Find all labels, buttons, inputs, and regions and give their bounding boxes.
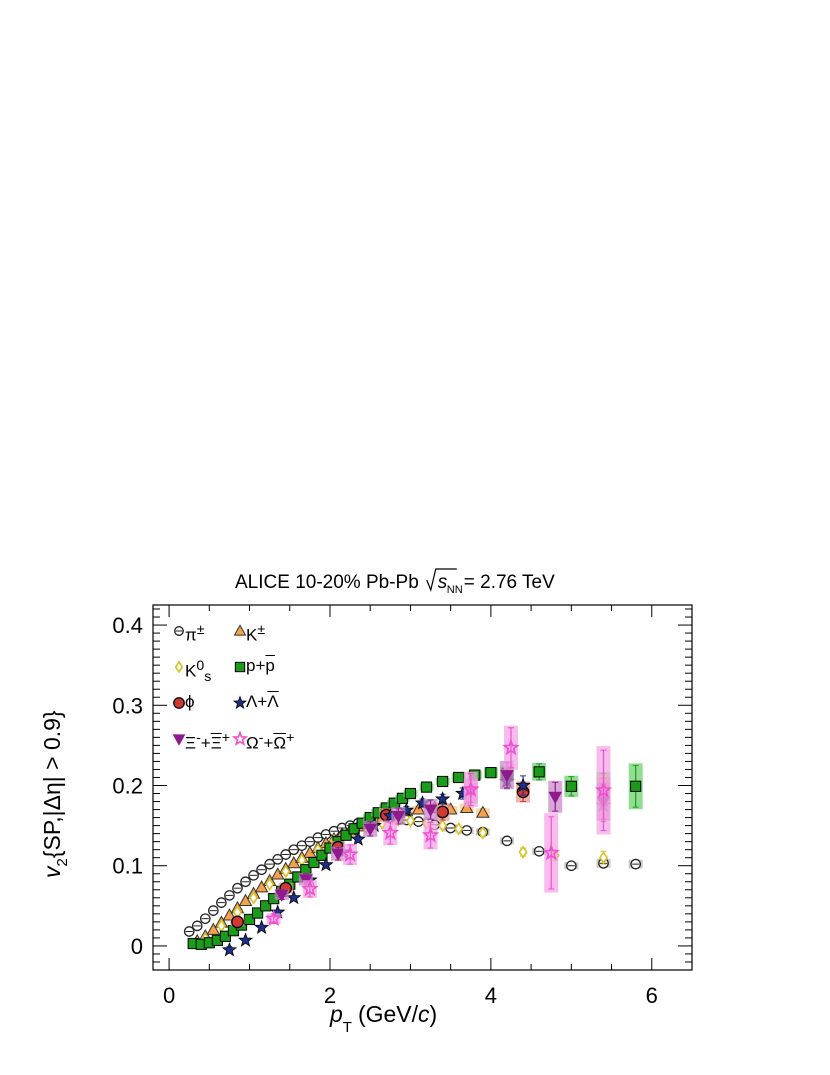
y-tick-label: 0.3 (112, 693, 143, 718)
legend-label: ϕ (185, 692, 195, 711)
sqrt-sign (426, 568, 457, 592)
data-point (548, 791, 563, 805)
data-point (265, 877, 275, 892)
legend-label: p+p (246, 656, 275, 675)
legend-label: Λ+Λ (246, 692, 279, 711)
data-point (301, 879, 319, 897)
sqrt-sub: NN (447, 584, 463, 596)
data-point (518, 845, 528, 859)
data-point (565, 780, 577, 792)
data-point (502, 738, 520, 756)
data-point (405, 813, 415, 828)
y-tick-label: 0 (131, 934, 143, 959)
legend-marker (232, 695, 248, 710)
data-point (274, 889, 289, 902)
data-point (391, 810, 406, 824)
data-point (453, 771, 465, 784)
legend-label: Ω-+Ω+ (246, 730, 294, 753)
legend-label: π± (185, 622, 205, 645)
data-point (437, 775, 449, 788)
data-point (331, 848, 345, 862)
data-point (420, 781, 433, 793)
x-tick-label: 4 (485, 983, 497, 1008)
data-point (222, 908, 237, 921)
chart-title: ALICE 10-20% Pb-Pb s NN = 2.76 TeV (235, 568, 555, 596)
y-tick-label: 0.2 (112, 773, 143, 798)
data-point (630, 780, 642, 792)
data-point (436, 805, 449, 819)
data-point (423, 804, 438, 817)
legend-marker (172, 734, 186, 746)
data-point (542, 843, 560, 861)
data-point (381, 823, 400, 841)
x-tick-label: 0 (163, 983, 175, 1008)
y-tick-label: 0.4 (112, 613, 143, 638)
data-point (219, 930, 232, 942)
series-3 (187, 763, 643, 950)
data-point (348, 823, 360, 835)
data-point (206, 922, 221, 935)
data-point (251, 907, 264, 919)
data-point (404, 787, 417, 800)
data-point (598, 850, 609, 865)
data-point (221, 941, 238, 957)
y-tick-label: 0.1 (112, 854, 143, 879)
data-point (533, 766, 545, 778)
data-point (318, 856, 334, 872)
legend-label: K± (246, 622, 265, 645)
plot-frame (152, 604, 693, 971)
data-point (363, 823, 378, 837)
legend-marker (174, 660, 184, 674)
data-point (260, 900, 272, 912)
data-point (253, 919, 270, 935)
data-point (254, 880, 269, 893)
legend-marker (234, 661, 246, 673)
series-7 (264, 725, 613, 927)
sqrt-s: s (438, 572, 448, 593)
data-point (248, 890, 259, 905)
data-point (341, 845, 359, 862)
x-axis-label: pT(GeV/c) (329, 1001, 437, 1036)
y-axis-label: v2{SP,|Δη| > 0.9} (39, 710, 71, 878)
data-point (421, 826, 440, 843)
legend: π± K± K0s p+p ϕ Λ+Λ Ξ-+Ξ+ Ω-+Ω+ (172, 622, 294, 753)
x-tick-label: 2 (324, 983, 336, 1008)
data-point (462, 780, 480, 797)
data-markers (183, 725, 643, 957)
title-energy: = 2.76 TeV (464, 572, 555, 593)
data-point (237, 932, 254, 947)
data-point (286, 889, 302, 905)
data-point (500, 770, 514, 783)
title-text: ALICE 10-20% Pb-Pb (235, 572, 419, 593)
data-point (478, 825, 488, 840)
data-point (316, 849, 328, 861)
data-point (264, 909, 283, 927)
data-point (454, 821, 464, 836)
data-point (594, 781, 613, 798)
data-point (281, 864, 291, 879)
legend-label: Ξ-+Ξ+ (185, 730, 230, 753)
data-point (438, 818, 448, 833)
data-point (350, 831, 366, 846)
data-point (340, 829, 352, 841)
data-point (238, 893, 253, 907)
legend-label: K0s (185, 658, 211, 685)
legend-marker (173, 697, 185, 709)
legend-marker (231, 730, 249, 746)
data-point (231, 915, 244, 929)
legend-marker (233, 624, 247, 636)
data-point (434, 791, 451, 806)
data-point (485, 767, 497, 779)
x-tick-label: 6 (646, 983, 658, 1008)
data-point (515, 777, 531, 793)
data-point (475, 805, 490, 818)
